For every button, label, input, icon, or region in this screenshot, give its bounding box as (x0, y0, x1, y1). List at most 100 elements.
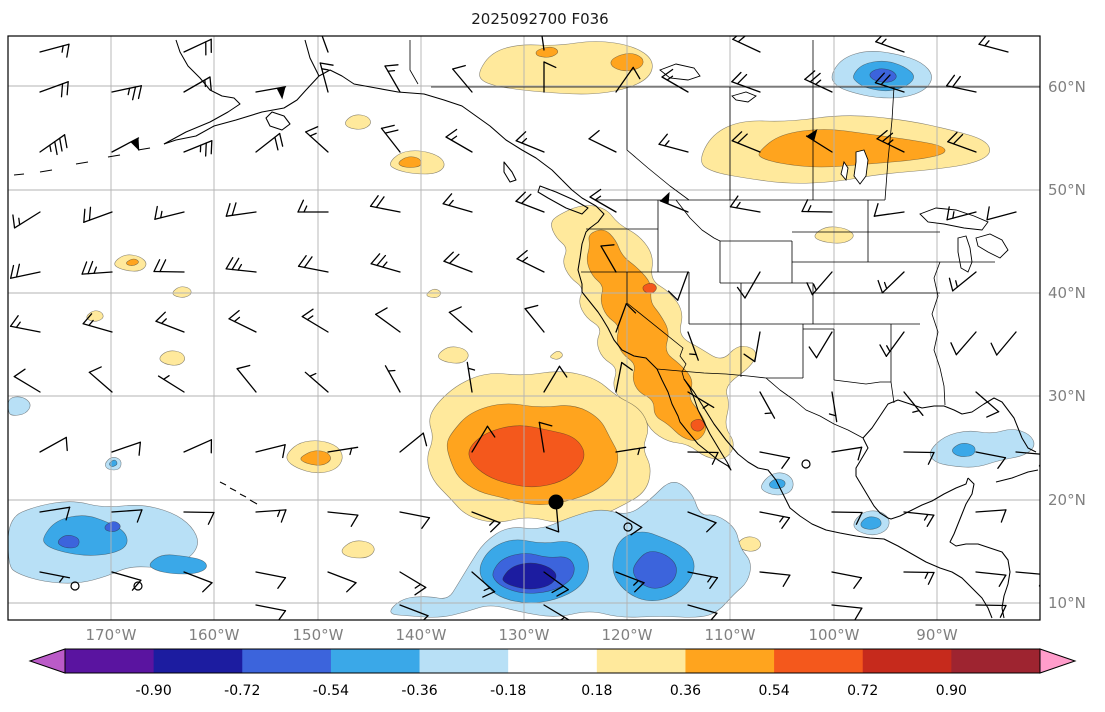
wind-barb (903, 511, 935, 527)
wind-barb (876, 129, 905, 153)
grid-lines (8, 36, 1040, 620)
wind-barb (111, 571, 142, 591)
wind-barb (255, 86, 287, 100)
wind-barb (297, 199, 329, 213)
wind-barb (804, 70, 833, 93)
contour-region-cool-sw-royal-b (104, 521, 121, 532)
wind-barb (111, 441, 142, 456)
wind-barb (471, 425, 496, 453)
map-frame (7, 35, 1041, 621)
wind-barb (39, 571, 71, 583)
wind-barb (600, 244, 617, 273)
wind-barb (111, 509, 143, 523)
wind-barb (297, 255, 329, 273)
wind-barb (370, 253, 401, 273)
colorbar-tick-label: -0.72 (224, 683, 260, 699)
contour-region-cool-sw-royal-a (57, 535, 80, 549)
wind-barb (538, 421, 553, 453)
colorbar-tick-label: -0.90 (136, 683, 172, 699)
wind-barb (801, 199, 833, 213)
calm-wind-circle (623, 522, 633, 532)
wind-barb (661, 68, 689, 93)
colorbar-segment (596, 649, 686, 673)
wind-barb (304, 371, 329, 393)
contour-region-warm-tiny-2 (550, 351, 563, 360)
colorbar-segment (862, 649, 952, 673)
colorbar: -0.90 -0.72 -0.54 -0.36 -0.18 0.18 0.36 0.54 0.7… (28, 648, 1077, 699)
wind-barb (399, 604, 429, 620)
contour-region-cool-small-campeche-core (860, 516, 882, 530)
political-borders (409, 40, 1040, 439)
contour-region-cool-gulf-patch-core (952, 443, 976, 457)
wind-barb (687, 331, 699, 361)
wind-barb (39, 81, 69, 98)
contour-region-warm-west-us-core (586, 229, 707, 441)
colorbar-outline (64, 648, 1041, 674)
x-tick-label: 140°W (396, 626, 447, 644)
x-tick-label: 130°W (499, 626, 550, 644)
wind-barb (947, 131, 977, 153)
wind-barb (950, 331, 977, 356)
wind-barb-layer (9, 36, 1040, 620)
colorbar-segment (330, 649, 421, 673)
wind-barb (452, 64, 473, 93)
wind-barb (13, 368, 41, 393)
wind-barb (903, 451, 935, 465)
x-tick-label: 150°W (293, 626, 344, 644)
wind-barb (975, 571, 1007, 587)
wind-barb (448, 306, 473, 333)
wind-barb (154, 205, 185, 220)
wind-barb (736, 271, 761, 299)
contour-region-warm-subtrop-max-core (468, 425, 585, 488)
wind-barb (88, 366, 113, 393)
wind-barb (471, 571, 496, 598)
wind-barb (903, 391, 924, 416)
colorbar-segment (65, 649, 155, 673)
x-tick-label: 100°W (809, 626, 860, 644)
wind-barb (39, 134, 68, 156)
colorbar-segment (508, 649, 598, 673)
wind-barb (831, 511, 863, 525)
x-tick-label: 110°W (705, 626, 756, 644)
wind-barb (831, 604, 863, 620)
wind-barb (541, 36, 545, 51)
wind-barb (39, 436, 68, 453)
wind-barb (515, 191, 545, 213)
y-tick-label: 60°N (1048, 78, 1086, 96)
wind-barb (471, 511, 501, 533)
wind-barb (516, 249, 545, 273)
wind-barb (615, 511, 643, 536)
wind-barb (255, 509, 287, 523)
wind-barb (687, 604, 718, 620)
wind-barb (319, 62, 334, 93)
wind-barb (183, 439, 213, 454)
colorbar-segment (951, 649, 1041, 673)
wind-barb (831, 446, 863, 461)
contour-region-cool-sw-cyan-strip (149, 554, 207, 575)
contour-region-cool-top-right-royal (869, 68, 897, 83)
wind-barb (975, 604, 1007, 618)
contour-region-warm-canada-band-core (758, 129, 946, 168)
x-tick-label: 90°W (916, 626, 958, 644)
colorbar-tick-label: 0.36 (670, 683, 701, 699)
wind-barb (543, 365, 568, 393)
wind-barb (759, 451, 791, 469)
wind-barb (874, 72, 905, 93)
wind-barb (12, 211, 41, 229)
wind-barb (875, 36, 905, 53)
y-tick-label: 40°N (1048, 284, 1086, 302)
wind-barb (1015, 451, 1040, 467)
wind-barb (81, 260, 113, 275)
wind-barb (975, 391, 1000, 418)
plot-title: 2025092700 F036 (471, 10, 608, 28)
wind-barb (975, 451, 1007, 469)
wind-barb (659, 191, 689, 213)
contour-region-warm-small-nw2 (172, 286, 192, 298)
colorbar-segment (774, 649, 864, 673)
wind-barb (978, 36, 1009, 53)
wind-barb (946, 74, 977, 93)
contour-region-warm-small-nw3 (86, 310, 104, 322)
wind-barb (615, 571, 645, 593)
colorbar-tick-label: 0.72 (847, 683, 878, 699)
